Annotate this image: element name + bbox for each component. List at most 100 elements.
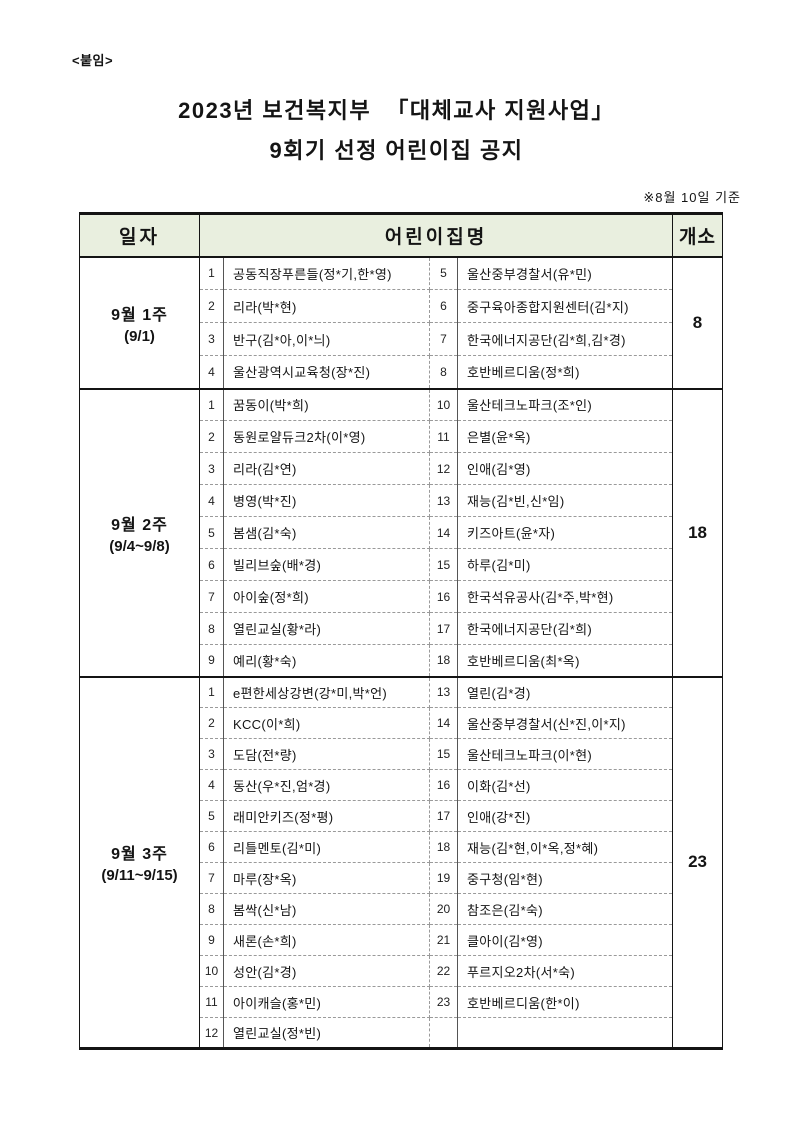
- week-cell: 9월 2주 (9/4~9/8): [79, 388, 200, 677]
- header-row: 일자 어린이집명 개소: [79, 213, 723, 258]
- center-name: 울산광역시교육청(장*진): [223, 355, 430, 389]
- center-name: 울산중부경찰서(신*진,이*지): [457, 707, 674, 739]
- row-number: 2: [199, 707, 224, 739]
- row-number: 9: [199, 644, 224, 677]
- row-number: 14: [429, 516, 458, 549]
- center-name: 인애(김*영): [457, 452, 674, 485]
- row-number: 15: [429, 548, 458, 581]
- table-row: 7 마루(장*옥) 19 중구청(임*현): [80, 862, 723, 894]
- row-number: 16: [429, 580, 458, 613]
- week-range: (9/1): [124, 327, 155, 345]
- table-row: 5 봄샘(김*숙) 14 키즈아트(윤*자): [80, 516, 723, 549]
- table-row: 4 병영(박*진) 13 재능(김*빈,신*임): [80, 484, 723, 517]
- center-name: 호반베르디움(정*희): [457, 355, 674, 389]
- row-number: 5: [199, 800, 224, 832]
- row-number: 4: [199, 484, 224, 517]
- row-number: 10: [199, 955, 224, 987]
- row-number: 8: [199, 612, 224, 645]
- center-name: 한국에너지공단(김*희,김*경): [457, 322, 674, 356]
- center-name: 이화(김*선): [457, 769, 674, 801]
- row-number: 4: [199, 355, 224, 389]
- row-number: 18: [429, 831, 458, 863]
- row-number: 3: [199, 452, 224, 485]
- row-number: 16: [429, 769, 458, 801]
- table-row: 12 열린교실(정*빈): [80, 1017, 723, 1049]
- row-number: 9: [199, 924, 224, 956]
- count-cell: 23: [688, 852, 707, 872]
- table-row: 3 리라(김*연) 12 인애(김*영): [80, 452, 723, 485]
- table-row: 2 리라(박*현) 6 중구육아종합지원센터(김*지): [80, 289, 723, 323]
- center-name: 열린교실(정*빈): [223, 1017, 430, 1049]
- center-name: KCC(이*희): [223, 707, 430, 739]
- row-number: 20: [429, 893, 458, 925]
- center-name: 빌리브숲(배*경): [223, 548, 430, 581]
- center-name: 울산테크노파크(조*인): [457, 388, 674, 421]
- center-name: 새론(손*희): [223, 924, 430, 956]
- col-header-date: 일자: [79, 213, 200, 258]
- table-row: 3 반구(김*아,이*늬) 7 한국에너지공단(김*희,김*경): [80, 322, 723, 356]
- table-row: 8 열린교실(황*라) 17 한국에너지공단(김*희): [80, 612, 723, 645]
- center-name: 중구육아종합지원센터(김*지): [457, 289, 674, 323]
- row-number: 8: [199, 893, 224, 925]
- row-number: 7: [199, 580, 224, 613]
- week-group: 9월 2주 (9/4~9/8) 1 꿈동이(박*희) 10 울산테크노파크(조*인) 18 2…: [79, 388, 723, 677]
- center-name: 래미안키즈(정*평): [223, 800, 430, 832]
- title-line-1: 2023년 보건복지부 「대체교사 지원사업」: [178, 98, 615, 123]
- table-row: 7 아이숲(정*희) 16 한국석유공사(김*주,박*현): [80, 580, 723, 613]
- center-name: 은별(윤*옥): [457, 420, 674, 453]
- row-number: 6: [199, 831, 224, 863]
- week-group: 9월 3주 (9/11~9/15) 1 e편한세상강변(강*미,박*언) 13 열린(김*…: [79, 676, 723, 1049]
- center-name: 참조은(김*숙): [457, 893, 674, 925]
- row-number: [429, 1017, 458, 1049]
- row-number: 1: [199, 388, 224, 421]
- row-number: 15: [429, 738, 458, 770]
- row-number: 1: [199, 676, 224, 708]
- center-name: 중구청(임*현): [457, 862, 674, 894]
- attachment-label: <붙임>: [72, 53, 114, 68]
- center-name: 호반베르디움(최*옥): [457, 644, 674, 677]
- center-name: 반구(김*아,이*늬): [223, 322, 430, 356]
- center-name: 열린(김*경): [457, 676, 674, 708]
- table-row: 2 KCC(이*희) 14 울산중부경찰서(신*진,이*지): [80, 707, 723, 739]
- title-line-2: 9회기 선정 어린이집 공지: [269, 138, 524, 163]
- row-number: 2: [199, 420, 224, 453]
- row-number: 6: [199, 548, 224, 581]
- center-name: 봄싹(신*남): [223, 893, 430, 925]
- center-name: 한국에너지공단(김*희): [457, 612, 674, 645]
- row-number: 6: [429, 289, 458, 323]
- center-name: 성안(김*경): [223, 955, 430, 987]
- row-number: 4: [199, 769, 224, 801]
- week-label: 9월 2주: [111, 516, 168, 534]
- center-name: 재능(김*빈,신*임): [457, 484, 674, 517]
- center-name: 리라(김*연): [223, 452, 430, 485]
- row-number: 11: [199, 986, 224, 1018]
- row-number: 5: [199, 516, 224, 549]
- row-number: 12: [199, 1017, 224, 1049]
- row-number: 10: [429, 388, 458, 421]
- col-header-name: 어린이집명: [199, 213, 673, 258]
- center-name: 마루(장*옥): [223, 862, 430, 894]
- count-cell: 8: [692, 312, 703, 332]
- schedule-table: 일자 어린이집명 개소 9월 1주 (9/1) 1 공동직장푸른들(정*기,한*영) 5…: [79, 212, 724, 1050]
- row-number: 13: [429, 676, 458, 708]
- week-label: 9월 3주: [111, 846, 168, 864]
- row-number: 14: [429, 707, 458, 739]
- table-row: 9 새론(손*희) 21 클아이(김*영): [80, 924, 723, 956]
- count-cell: 18: [688, 522, 707, 542]
- table-row: 4 동산(우*진,엄*경) 16 이화(김*선): [80, 769, 723, 801]
- table-row: 3 도담(전*량) 15 울산테크노파크(이*현): [80, 738, 723, 770]
- row-number: 3: [199, 322, 224, 356]
- table-row: 8 봄싹(신*남) 20 참조은(김*숙): [80, 893, 723, 925]
- table-row: 6 리틀멘토(김*미) 18 재능(김*현,이*옥,정*혜): [80, 831, 723, 863]
- table-row: 9월 2주 (9/4~9/8) 1 꿈동이(박*희) 10 울산테크노파크(조*인) 18: [79, 388, 723, 677]
- center-name: 공동직장푸른들(정*기,한*영): [223, 256, 430, 290]
- row-number: 23: [429, 986, 458, 1018]
- document-title: 2023년 보건복지부 「대체교사 지원사업」 9회기 선정 어린이집 공지: [0, 91, 793, 171]
- row-number: 1: [199, 256, 224, 290]
- center-name: 병영(박*진): [223, 484, 430, 517]
- center-name: 리틀멘토(김*미): [223, 831, 430, 863]
- table-header: 일자 어린이집명 개소: [79, 213, 723, 258]
- row-number: 5: [429, 256, 458, 290]
- row-number: 19: [429, 862, 458, 894]
- table-row: 9월 3주 (9/11~9/15) 1 e편한세상강변(강*미,박*언) 13 열린(김*…: [79, 676, 723, 1049]
